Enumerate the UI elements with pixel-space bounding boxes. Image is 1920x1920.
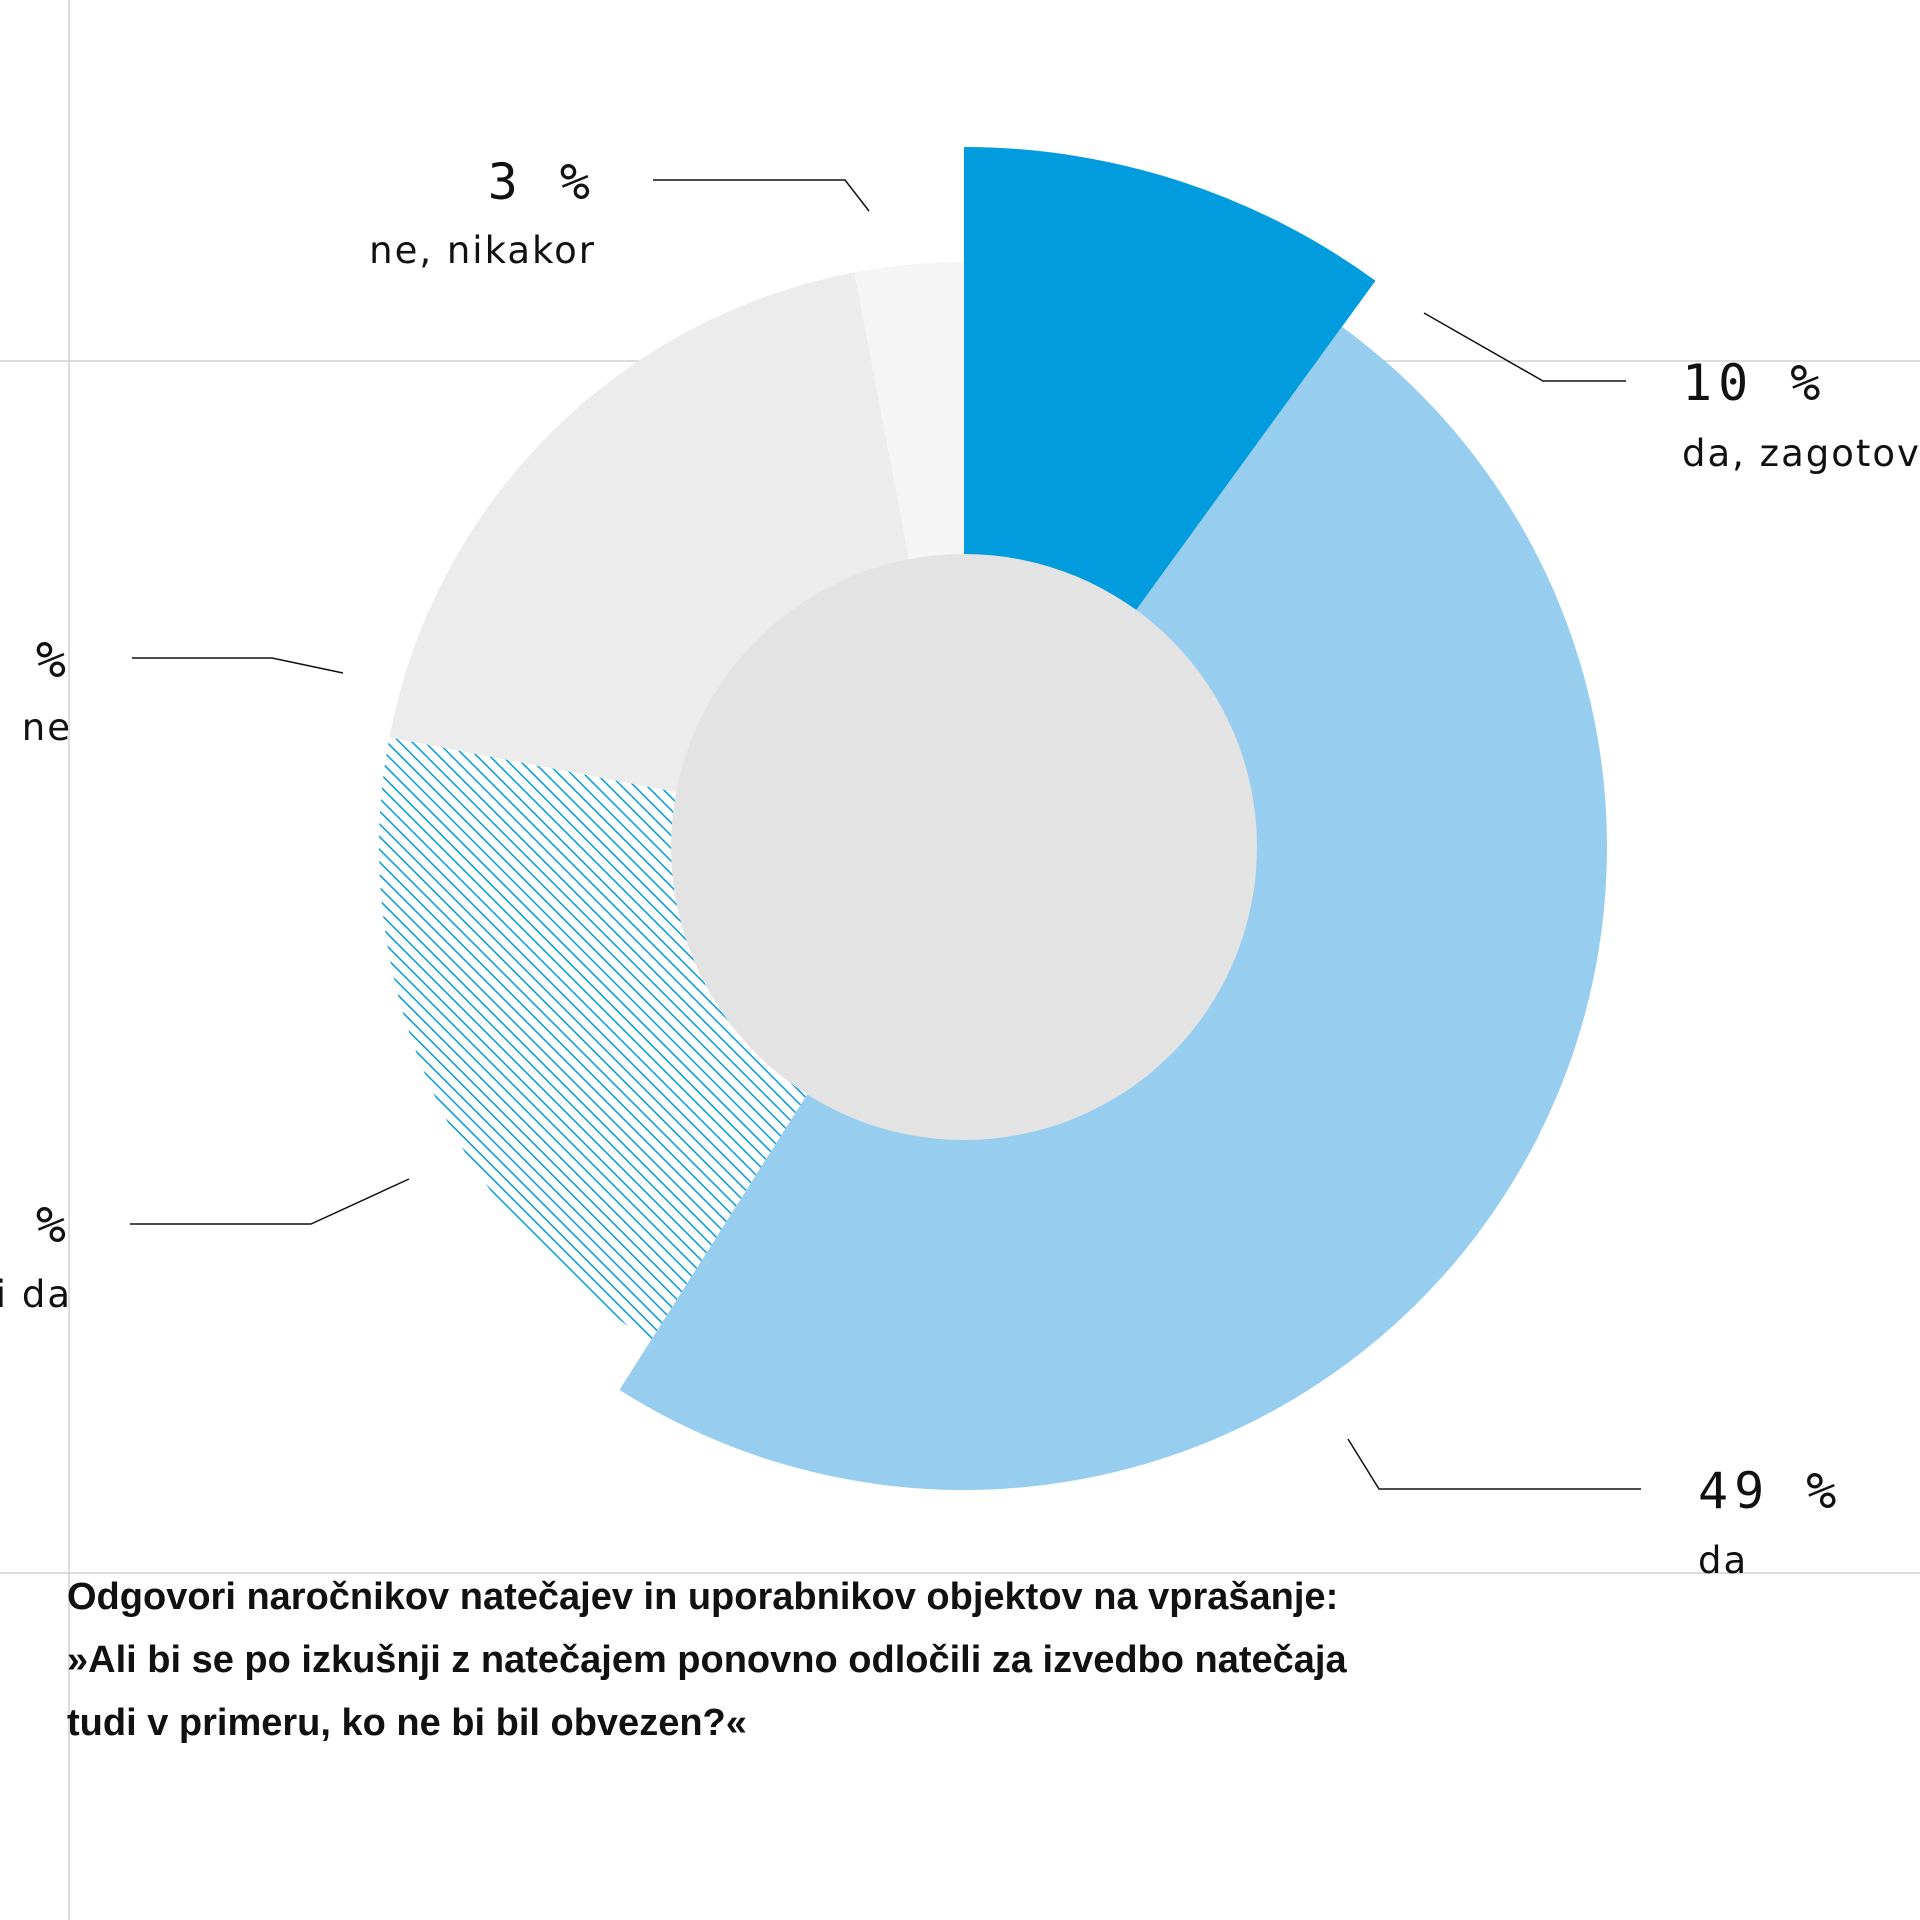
leader-line-hatched <box>130 1178 410 1225</box>
slice-i-da <box>379 737 809 1341</box>
data-label-value-da-zagotovo: 10 % <box>1682 354 1827 412</box>
data-label-value-ne: 19 % <box>0 631 72 689</box>
slice-ne <box>389 272 910 793</box>
data-label-hatched: i da <box>0 1273 72 1316</box>
data-label-ne-nikakor: ne, nikakor <box>369 229 596 272</box>
chart-title: Odgovori naročnikov natečajev in uporabn… <box>67 1576 1347 1744</box>
leader-line-da <box>1347 1438 1641 1490</box>
leader-line-ne-nikakor <box>653 179 870 212</box>
slice-ne-nikakor <box>854 262 964 563</box>
data-label-ne: ne <box>21 706 72 749</box>
slice-da-zagotovo <box>964 147 1376 613</box>
data-label-value-ne-nikakor: 3 % <box>487 153 596 211</box>
leader-line-da-zagotovo <box>1423 312 1626 382</box>
donut-center <box>671 554 1257 1140</box>
data-label-value-hatched: 19 % <box>0 1196 72 1254</box>
data-label-value-da: 49 % <box>1698 1462 1843 1520</box>
data-label-da-zagotovo: da, zagotovo <box>1682 432 1920 475</box>
data-label-da: da <box>1698 1539 1749 1582</box>
slice-da <box>619 326 1608 1491</box>
leader-line-ne <box>132 657 344 674</box>
